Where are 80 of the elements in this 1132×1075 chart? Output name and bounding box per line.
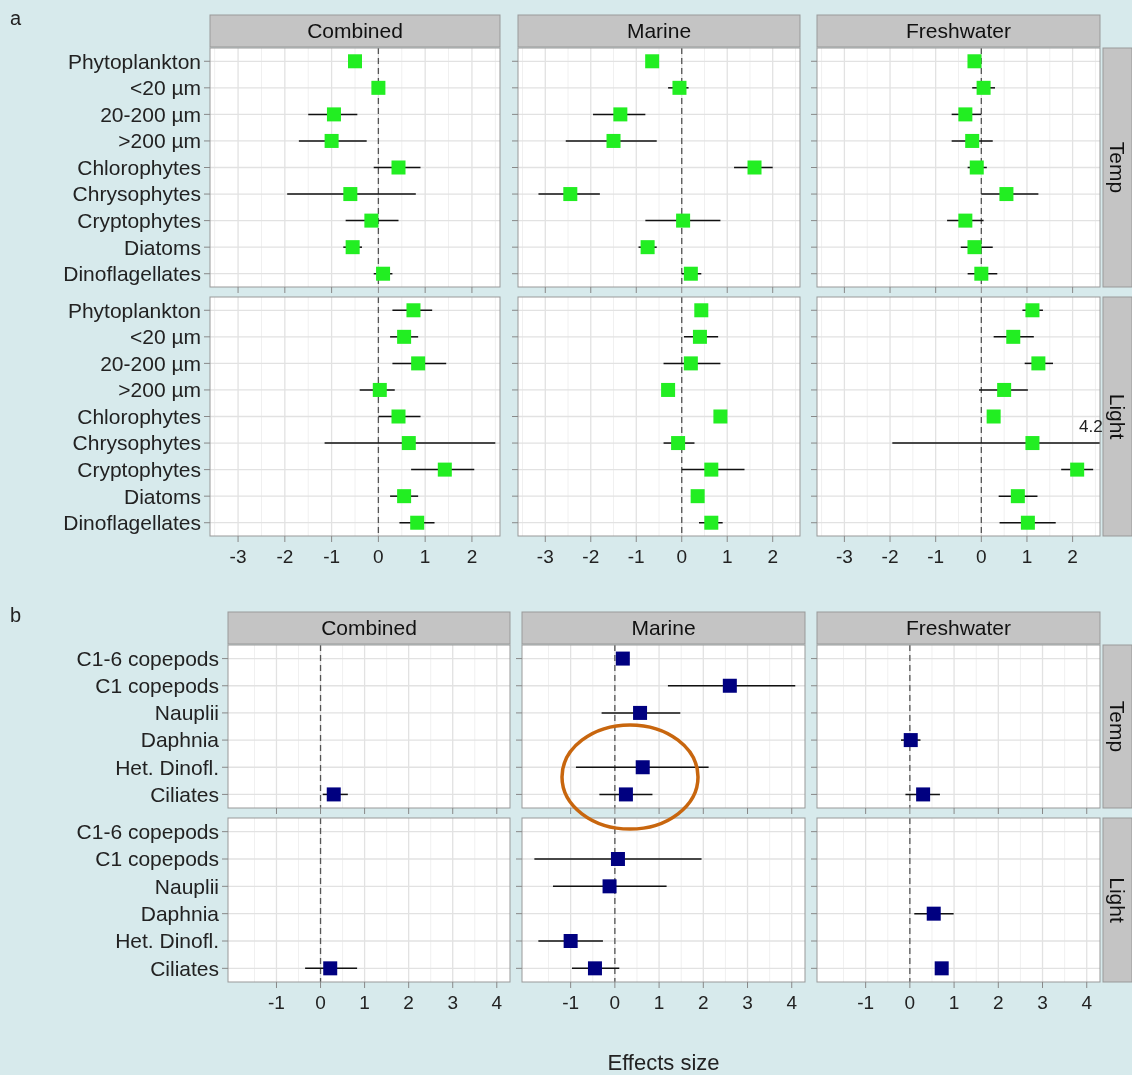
x-tick-label: 0: [676, 545, 688, 567]
y-tick-label: Het. Dinofl.: [115, 929, 219, 953]
y-tick-label: Ciliates: [150, 782, 219, 806]
y-tick-label: C1-6 copepods: [76, 820, 219, 844]
x-tick-label: 1: [948, 991, 960, 1013]
y-tick-label: C1 copepods: [95, 847, 219, 871]
x-tick-label: 2: [466, 545, 478, 567]
x-tick-label: -1: [857, 991, 875, 1013]
chart-title: Marine: [631, 616, 696, 640]
y-tick-label: Dinoflagellates: [63, 262, 201, 286]
y-tick-label: Dinoflagellates: [63, 511, 201, 535]
text: a: [10, 7, 22, 29]
x-tick-label: -1: [323, 545, 341, 567]
y-tick-label: Phytoplankton: [67, 49, 201, 73]
x-tick-label: 0: [315, 991, 326, 1013]
y-tick-label: Daphnia: [140, 902, 220, 926]
x-tick-label: 0: [904, 991, 916, 1013]
text: b: [10, 604, 22, 626]
x-tick-label: 3: [1037, 991, 1048, 1013]
y-tick-label: 20-200 µm: [100, 351, 201, 375]
x-tick-label: 4: [491, 991, 503, 1013]
y2-axis-title: Temp: [1105, 700, 1129, 753]
y-tick-label: Chrysophytes: [72, 431, 201, 455]
chart-title: Combined: [321, 616, 417, 640]
x-tick-label: 3: [742, 991, 753, 1013]
x-tick-label: 2: [993, 991, 1004, 1013]
x-tick-label: -3: [835, 545, 853, 567]
y-tick-label: C1-6 copepods: [76, 646, 219, 670]
chart-title: Combined: [307, 19, 403, 43]
chart-title: Marine: [626, 19, 692, 43]
x-axis-title: Effects size: [607, 1049, 720, 1075]
y-tick-label: >200 µm: [118, 378, 201, 402]
x-tick-label: 1: [1021, 545, 1033, 567]
y-tick-label: Daphnia: [140, 728, 220, 752]
x-tick-label: 1: [653, 991, 665, 1013]
x-tick-label: 0: [976, 545, 987, 567]
x-tick-label: 1: [359, 991, 370, 1013]
chart-title: Freshwater: [905, 19, 1012, 43]
y-tick-label: Nauplii: [154, 701, 219, 725]
chart-title: Freshwater: [905, 616, 1012, 640]
x-tick-label: 4: [1081, 991, 1093, 1013]
y-tick-label: Chrysophytes: [72, 182, 201, 206]
y-tick-label: Cryptophytes: [77, 457, 201, 481]
y-tick-label: Diatoms: [123, 484, 201, 508]
x-tick-label: 1: [419, 545, 431, 567]
y-tick-label: Nauplii: [154, 874, 219, 898]
x-tick-label: -2: [582, 545, 600, 567]
y2-axis-title: Temp: [1105, 141, 1129, 194]
y-tick-label: >200 µm: [118, 129, 201, 153]
y-tick-label: Cryptophytes: [77, 208, 201, 232]
y-tick-label: <20 µm: [129, 76, 201, 100]
x-tick-label: 2: [1067, 545, 1078, 567]
y-tick-label: <20 µm: [129, 325, 201, 349]
x-tick-label: 2: [767, 545, 778, 567]
x-tick-label: -1: [627, 545, 645, 567]
x-tick-label: -1: [927, 545, 945, 567]
x-tick-label: 4: [786, 991, 798, 1013]
annotation: 4.2: [1079, 417, 1103, 437]
x-tick-label: -1: [562, 991, 580, 1013]
x-tick-label: -3: [536, 545, 554, 567]
y-tick-label: Ciliates: [150, 956, 219, 980]
y-tick-label: Chlorophytes: [77, 404, 201, 428]
y-tick-label: Diatoms: [123, 235, 201, 259]
x-tick-label: 1: [721, 545, 733, 567]
x-tick-label: -2: [881, 545, 899, 567]
x-tick-label: -3: [229, 545, 247, 567]
x-tick-label: 0: [609, 991, 621, 1013]
y-tick-label: 20-200 µm: [100, 102, 201, 126]
x-tick-label: 2: [403, 991, 414, 1013]
x-tick-label: 0: [373, 545, 384, 567]
x-tick-label: 2: [698, 991, 709, 1013]
y-tick-label: Het. Dinofl.: [115, 755, 219, 779]
x-tick-label: 3: [447, 991, 459, 1013]
y-tick-label: Chlorophytes: [77, 155, 201, 179]
x-tick-label: -2: [276, 545, 294, 567]
y2-axis-title: Light: [1105, 393, 1129, 440]
x-tick-label: -1: [268, 991, 285, 1013]
y-tick-label: Phytoplankton: [67, 298, 201, 322]
y-tick-label: C1 copepods: [95, 674, 219, 698]
y2-axis-title: Light: [1105, 877, 1129, 923]
